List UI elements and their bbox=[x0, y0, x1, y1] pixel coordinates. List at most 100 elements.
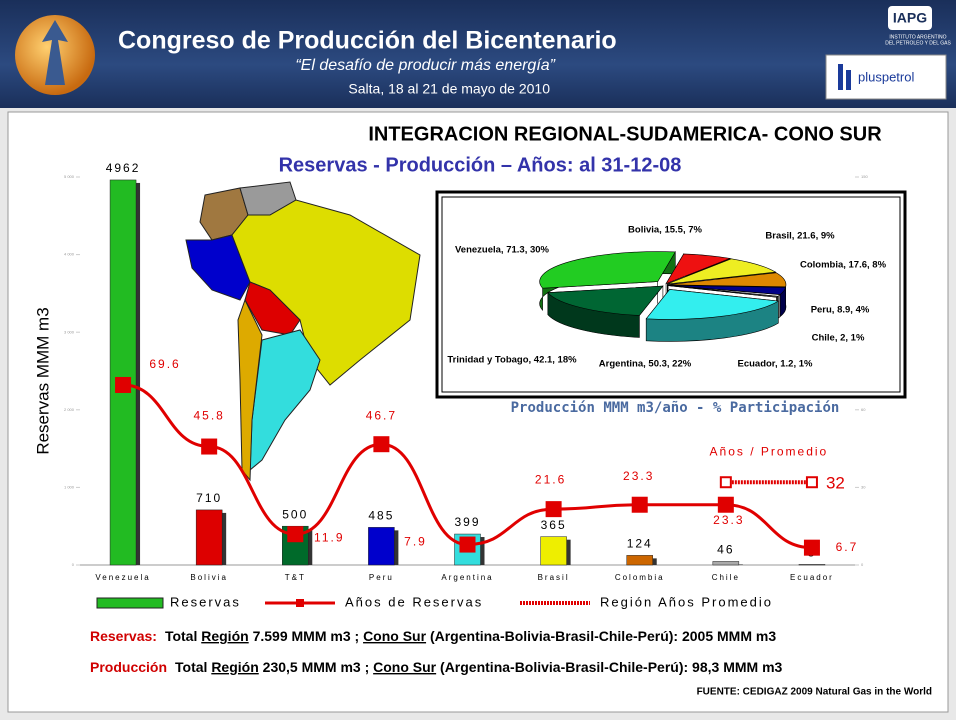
line-label: 21.6 bbox=[535, 472, 566, 486]
map bbox=[185, 181, 421, 482]
sponsor-icon bbox=[846, 70, 851, 90]
pie-slice bbox=[665, 253, 732, 285]
pie-label: Trinidad y Tobago, 42.1, 18% bbox=[447, 355, 577, 366]
sponsor-icon bbox=[838, 64, 843, 90]
legend-label: Región Años Promedio bbox=[600, 594, 773, 609]
pie-label: Argentina, 50.3, 22% bbox=[599, 359, 692, 370]
marker bbox=[719, 476, 732, 489]
footnote-part: Región bbox=[211, 659, 258, 675]
pie-slice bbox=[667, 258, 777, 285]
sponsor-text: pluspetrol bbox=[858, 69, 914, 84]
x-tick-label: Bolivia bbox=[190, 573, 228, 582]
pie-slice bbox=[667, 285, 779, 298]
x-tick-label: Chile bbox=[712, 573, 740, 582]
marker bbox=[805, 476, 818, 489]
footnote-part: 7.599 MMM m3 ; bbox=[249, 628, 363, 644]
logo-caption: INSTITUTO ARGENTINO bbox=[889, 34, 946, 40]
line-label: 7.9 bbox=[404, 535, 427, 549]
source: FUENTE: CEDIGAZ 2009 Natural Gas in the … bbox=[697, 687, 932, 698]
header-title: Congreso de Producción del Bicentenario bbox=[118, 27, 617, 55]
x-tick-label: T&T bbox=[285, 573, 306, 582]
marker bbox=[287, 526, 304, 543]
footnote-part: Producción bbox=[90, 659, 167, 675]
bar bbox=[540, 536, 567, 566]
legend-label: Reservas bbox=[170, 594, 241, 609]
marker bbox=[459, 536, 476, 553]
y2-tick-label: 0 bbox=[861, 562, 864, 567]
pie-slice bbox=[667, 272, 787, 288]
y-tick-label: 2 000 bbox=[64, 407, 75, 412]
header-tagline: “El desafío de producir más energía” bbox=[295, 57, 555, 74]
bar-label: 399 bbox=[454, 515, 480, 529]
bar bbox=[195, 509, 223, 566]
pie-label: Peru, 8.9, 4% bbox=[811, 305, 870, 316]
footnote-part: Cono Sur bbox=[373, 659, 437, 675]
slide-title: INTEGRACION REGIONAL-SUDAMERICA- CONO SU… bbox=[368, 123, 882, 145]
footnote-part: (Argentina-Bolivia-Brasil-Chile-Perú): 9… bbox=[436, 659, 782, 675]
y-tick-label: 1 000 bbox=[64, 484, 75, 489]
footnote-part: Total bbox=[175, 659, 211, 675]
pie-label: Colombia, 17.6, 8% bbox=[800, 260, 887, 271]
bar bbox=[109, 179, 137, 566]
x-tick-label: Argentina bbox=[441, 573, 493, 582]
bar bbox=[626, 555, 653, 566]
series-line bbox=[123, 383, 812, 550]
logo-badge bbox=[888, 6, 932, 30]
footnote-part: Región bbox=[201, 628, 248, 644]
bar-label: 500 bbox=[282, 507, 308, 521]
line-label: 69.6 bbox=[149, 357, 180, 371]
bar-label: 46 bbox=[717, 543, 734, 557]
legend-label: Años de Reservas bbox=[345, 594, 483, 609]
footnote-part: Reservas: bbox=[90, 628, 157, 644]
marker bbox=[373, 436, 390, 453]
footnote-part: Total bbox=[165, 628, 201, 644]
pie-tops bbox=[539, 251, 787, 320]
marker bbox=[631, 496, 648, 513]
y-tick-label: 0 bbox=[72, 562, 75, 567]
y-axis-label: Reservas MMM m3 bbox=[33, 307, 52, 454]
bar-label: 485 bbox=[368, 509, 394, 523]
pie-frame-inner bbox=[441, 196, 901, 393]
pie-slice bbox=[645, 289, 780, 320]
marker bbox=[201, 438, 218, 455]
legend-swatch bbox=[96, 597, 164, 609]
logo-caption: DEL PETROLEO Y DEL GAS bbox=[885, 40, 951, 46]
bar-label: 710 bbox=[196, 491, 222, 505]
marker bbox=[803, 539, 820, 556]
pie-label: Venezuela, 71.3, 30% bbox=[455, 245, 550, 256]
footnote-part: (Argentina-Bolivia-Brasil-Chile-Perú): 2… bbox=[426, 628, 776, 644]
header-date: Salta, 18 al 21 de mayo de 2010 bbox=[348, 81, 550, 97]
y-tick-label: 3 000 bbox=[64, 329, 75, 334]
annotation: Años / Promedio bbox=[710, 444, 829, 458]
pie-title: Producción MMM m3/año - % Participación bbox=[511, 400, 840, 416]
y2-tick-label: 150 bbox=[861, 174, 868, 179]
logo-text: IAPG bbox=[893, 10, 927, 26]
line-label: 45.8 bbox=[193, 409, 224, 423]
bar bbox=[368, 527, 395, 566]
logo-mark bbox=[42, 20, 68, 85]
marker bbox=[115, 376, 132, 393]
x-tick-label: Colombia bbox=[615, 573, 665, 582]
footnote-part: Cono Sur bbox=[363, 628, 427, 644]
y-tick-label: 5 000 bbox=[64, 174, 75, 179]
x-tick-label: Venezuela bbox=[95, 573, 150, 582]
pie-label: Bolivia, 15.5, 7% bbox=[628, 225, 702, 236]
pie-label: Ecuador, 1.2, 1% bbox=[738, 359, 814, 370]
x-tick-label: Peru bbox=[369, 573, 394, 582]
bar-label: 124 bbox=[627, 537, 653, 551]
header-band bbox=[0, 0, 956, 108]
line-label: 11.9 bbox=[314, 530, 344, 544]
marker bbox=[717, 496, 734, 513]
line-label: 23.3 bbox=[623, 469, 654, 483]
y-tick-label: 4 000 bbox=[64, 252, 75, 257]
y2-tick-label: 30 bbox=[861, 484, 866, 489]
line-label: 6.7 bbox=[836, 540, 859, 554]
avg-label: 32 bbox=[826, 474, 845, 493]
footnote: Reservas: Total Región 7.599 MMM m3 ; Con… bbox=[90, 628, 776, 644]
bar bbox=[798, 564, 826, 566]
footnote-part: 230,5 MMM m3 ; bbox=[259, 659, 373, 675]
x-tick-label: Ecuador bbox=[790, 573, 834, 582]
pie-label: Chile, 2, 1% bbox=[812, 333, 865, 344]
bar-label: 4962 bbox=[106, 161, 141, 175]
